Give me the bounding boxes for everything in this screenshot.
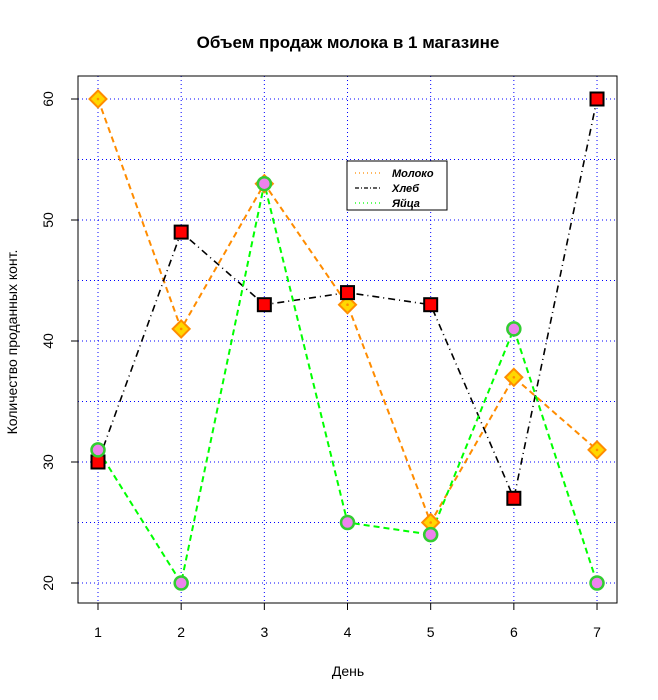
legend-box	[346, 160, 448, 211]
x-tick-label: 4	[344, 624, 352, 640]
data-point-center	[595, 97, 599, 101]
y-tick-label: 20	[40, 575, 56, 591]
data-point-center	[263, 182, 266, 185]
x-axis-label: День	[332, 663, 364, 679]
data-point-center	[96, 448, 100, 452]
legend-label: Яйца	[391, 198, 420, 210]
x-tick-label: 3	[260, 624, 268, 640]
chart-title: Объем продаж молока в 1 магазине	[197, 33, 500, 52]
x-tick-label: 2	[177, 624, 185, 640]
data-point-center	[179, 327, 183, 331]
data-point-center	[595, 581, 599, 585]
x-tick-label: 6	[510, 624, 518, 640]
data-point-center	[263, 303, 266, 307]
y-tick-label: 50	[40, 212, 56, 228]
y-axis: 20 30 40 50 60	[40, 91, 79, 591]
data-point-center	[346, 521, 349, 524]
legend: Молоко Хлеб Яйца	[346, 160, 448, 211]
data-point-center	[429, 303, 432, 307]
data-point-center	[179, 581, 183, 585]
data-point-center	[429, 521, 432, 524]
data-point-center	[512, 327, 516, 331]
data-point-center	[346, 291, 349, 294]
y-axis-label: Количество проданных конт.	[4, 250, 20, 435]
legend-label: Хлеб	[391, 183, 420, 195]
x-axis: 1 2 3 4 5 6 7	[94, 602, 601, 640]
y-tick-label: 40	[40, 333, 56, 349]
data-point-center	[96, 97, 100, 101]
data-point-center	[512, 497, 516, 500]
x-tick-label: 1	[94, 624, 102, 640]
y-tick-label: 60	[40, 91, 56, 107]
data-point-center	[96, 460, 100, 464]
plot-area	[77, 75, 618, 604]
y-tick-label: 30	[40, 454, 56, 470]
x-tick-label: 7	[593, 624, 601, 640]
data-point-center	[429, 533, 432, 536]
data-point-center	[346, 303, 349, 307]
data-point-center	[179, 230, 183, 234]
series-markers	[88, 89, 607, 591]
x-tick-label: 5	[427, 624, 435, 640]
legend-label: Молоко	[392, 168, 434, 180]
data-point-center	[595, 448, 599, 452]
data-point-center	[512, 376, 516, 379]
